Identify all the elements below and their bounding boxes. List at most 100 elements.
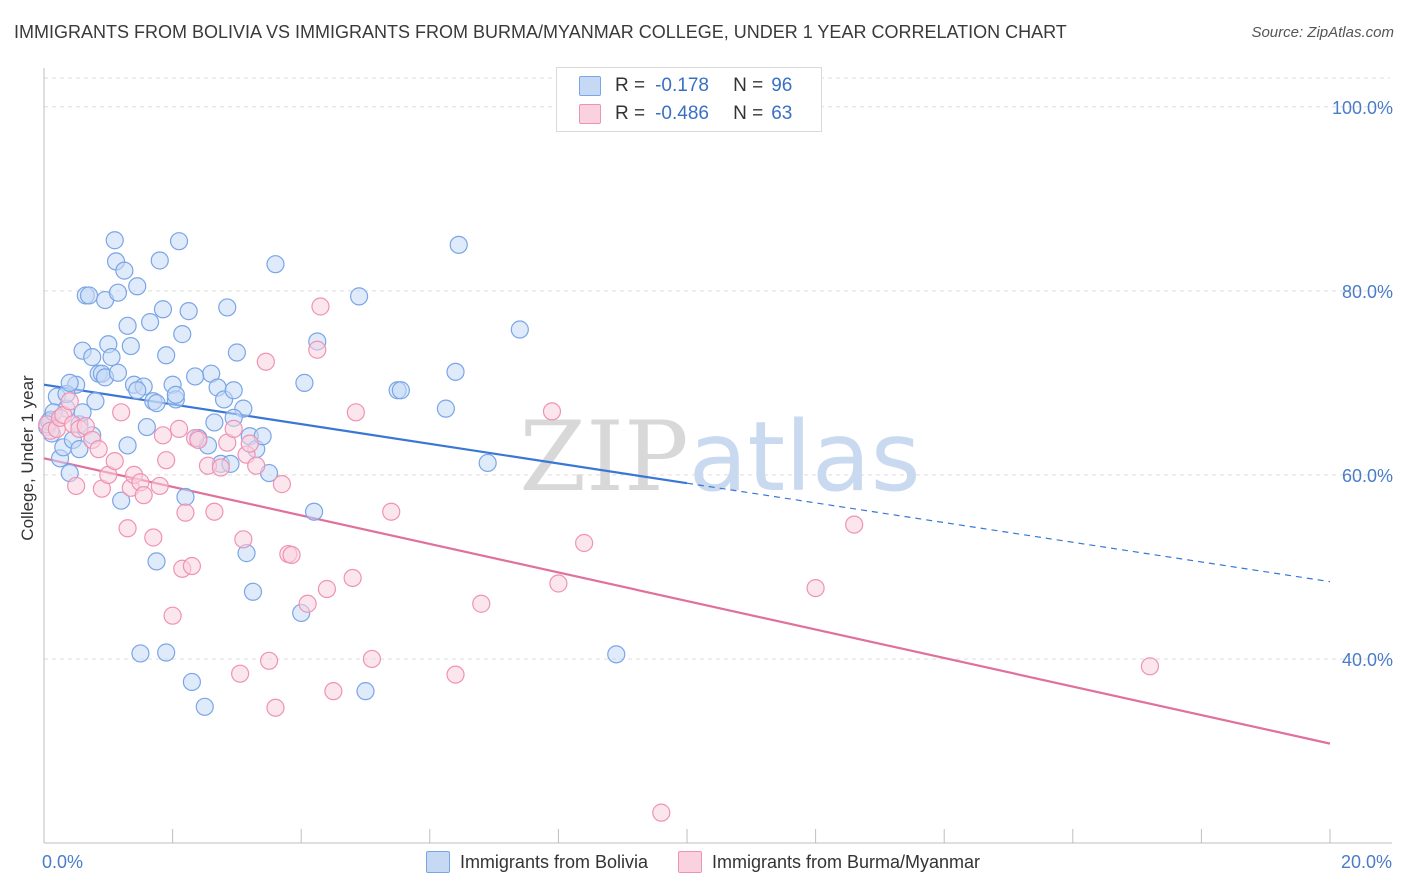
burma-point: [324, 682, 343, 701]
burma-point: [60, 392, 79, 411]
bolivia-point: [79, 286, 99, 305]
bolivia-point: [166, 385, 185, 404]
data-points: [38, 231, 1160, 822]
burma-point: [234, 530, 253, 549]
chart-legend: Immigrants from Bolivia Immigrants from …: [0, 851, 1406, 873]
burma-point: [112, 403, 131, 422]
y-tick-labels: 40.0% 60.0% 80.0% 100.0%: [1332, 98, 1393, 670]
bolivia-point: [150, 251, 169, 270]
bolivia-point: [147, 394, 166, 413]
burma-point: [211, 458, 230, 477]
legend-label: Immigrants from Bolivia: [459, 851, 648, 872]
burma-point: [382, 502, 401, 521]
burma-point: [259, 651, 279, 670]
bolivia-point: [128, 381, 147, 400]
burma-point: [163, 606, 182, 625]
bolivia-point: [227, 343, 246, 362]
burma-point: [157, 451, 176, 470]
burma-point: [205, 502, 224, 521]
bolivia-point: [153, 300, 173, 319]
burma-point: [343, 568, 362, 588]
stats-row-burma: R = -0.486 N = 63: [579, 100, 792, 128]
bolivia-point: [349, 287, 369, 306]
bolivia-point: [478, 453, 497, 473]
burma-point: [256, 352, 275, 371]
burma-point: [272, 475, 292, 494]
legend-item-burma[interactable]: Immigrants from Burma/Myanmar: [677, 851, 981, 873]
bolivia-point: [449, 235, 468, 254]
bolivia-point: [108, 283, 128, 302]
r-label: R =: [615, 75, 646, 96]
burma-point: [231, 664, 250, 683]
bolivia-point: [173, 325, 192, 344]
bolivia-point: [176, 487, 195, 507]
n-label: N =: [733, 75, 764, 96]
burma-point: [189, 430, 208, 450]
burma-legend-swatch: [677, 851, 702, 873]
burma-point: [542, 402, 562, 421]
bolivia-point: [186, 367, 205, 386]
bolivia-point: [446, 362, 465, 381]
burma-point: [150, 476, 169, 496]
bolivia-point: [243, 582, 263, 601]
r-value: -0.178: [655, 75, 709, 96]
y-tick-label: 60.0%: [1342, 466, 1393, 486]
stats-row-bolivia: R = -0.178 N = 96: [579, 72, 792, 100]
burma-point: [652, 803, 671, 822]
bolivia-point: [304, 502, 324, 521]
y-tick-label: 40.0%: [1342, 650, 1393, 670]
burma-point: [311, 297, 330, 316]
bolivia-point: [115, 261, 134, 280]
grid-lines: [44, 77, 1390, 660]
burma-point: [182, 556, 201, 576]
burma-point: [134, 486, 153, 505]
burma-point: [144, 528, 163, 547]
bolivia-point: [83, 348, 102, 367]
bolivia-regression-extension: [686, 482, 1331, 583]
x-tick-label-min: 0.0%: [42, 852, 84, 872]
legend-label: Immigrants from Burma/Myanmar: [711, 851, 981, 872]
burma-point: [346, 403, 365, 422]
correlation-stats-box: R = -0.178 N = 96 R = -0.486 N = 63: [556, 67, 822, 132]
bolivia-point: [140, 313, 160, 332]
bolivia-point: [218, 298, 237, 317]
bolivia-point: [356, 682, 375, 701]
bolivia-point: [266, 255, 285, 274]
bolivia-point: [105, 231, 124, 250]
legend-item-bolivia[interactable]: Immigrants from Bolivia: [425, 851, 648, 873]
bolivia-point: [391, 381, 410, 400]
bolivia-point: [112, 491, 131, 510]
bolivia-point: [295, 373, 314, 392]
bolivia-point: [121, 336, 140, 356]
bolivia-point: [510, 320, 529, 339]
burma-point: [282, 545, 301, 565]
chart-title: IMMIGRANTS FROM BOLIVIA VS IMMIGRANTS FR…: [14, 22, 1067, 42]
burma-point: [308, 340, 327, 359]
bolivia-point: [128, 277, 147, 296]
burma-point: [153, 426, 173, 445]
y-tick-label: 100.0%: [1332, 98, 1393, 118]
bolivia-point: [137, 417, 156, 437]
bolivia-point: [70, 440, 89, 459]
bolivia-point: [182, 672, 201, 692]
bolivia-point: [436, 399, 455, 418]
burma-point: [362, 649, 382, 669]
burma-point: [67, 476, 86, 496]
n-value: 96: [771, 75, 793, 96]
burma-point: [549, 574, 568, 593]
bolivia-point: [179, 302, 198, 321]
burma-point: [806, 578, 825, 598]
burma-point: [240, 434, 259, 453]
bolivia-point: [102, 348, 121, 367]
burma-point: [298, 594, 317, 613]
bolivia-point: [131, 644, 150, 663]
burma-point: [224, 419, 243, 438]
bolivia-point: [147, 552, 166, 571]
bolivia-legend-swatch: [425, 851, 450, 873]
burma-point: [176, 503, 195, 522]
bolivia-point: [108, 363, 128, 382]
axes: [43, 68, 1392, 844]
n-value: 63: [771, 103, 793, 124]
bolivia-point: [224, 381, 243, 400]
